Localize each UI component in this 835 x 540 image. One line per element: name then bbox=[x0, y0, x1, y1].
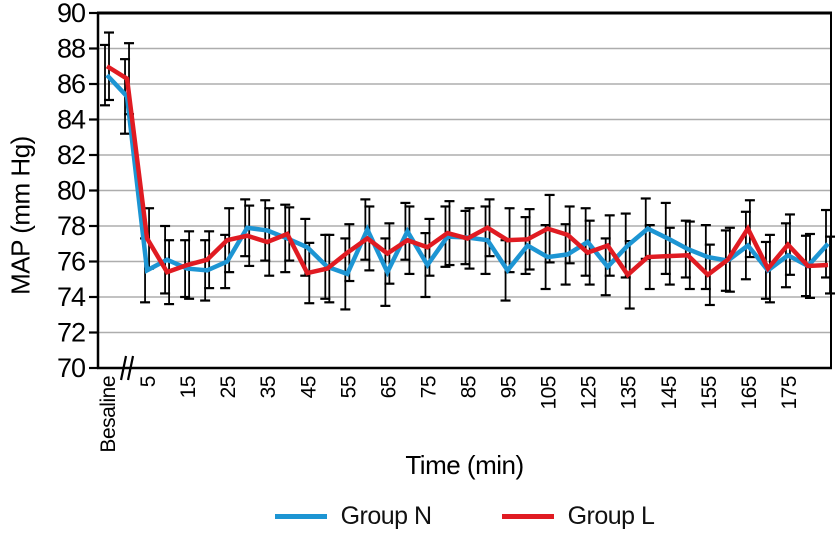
x-tick-label: 5 bbox=[137, 376, 160, 387]
x-tick-label: 85 bbox=[458, 376, 481, 398]
group-l-line-swatch bbox=[501, 514, 554, 519]
y-axis-title: MAP (mm Hg) bbox=[5, 136, 36, 295]
x-tick-label: Besaline bbox=[97, 376, 120, 453]
legend-label-group-n: Group N bbox=[340, 502, 432, 530]
legend-item-group-n: Group N bbox=[274, 502, 432, 531]
legend-item-group-l: Group L bbox=[501, 502, 655, 531]
y-tick-label: 80 bbox=[57, 176, 85, 206]
x-tick-label: 95 bbox=[498, 376, 521, 398]
group-l-line bbox=[105, 64, 829, 279]
x-tick-label: 125 bbox=[578, 376, 601, 410]
x-tick-label: 165 bbox=[738, 376, 761, 410]
x-tick-label: 155 bbox=[698, 376, 721, 410]
axis-break-mark bbox=[126, 355, 135, 381]
x-tick-label: 175 bbox=[778, 376, 801, 410]
x-tick-label: 75 bbox=[417, 376, 440, 398]
x-tick-label: 25 bbox=[217, 376, 240, 398]
x-tick-label: 45 bbox=[297, 376, 320, 398]
y-tick-label: 90 bbox=[57, 0, 85, 28]
x-tick-label: 65 bbox=[377, 376, 400, 398]
y-tick-label: 86 bbox=[57, 69, 85, 99]
axis-break-mark bbox=[119, 355, 128, 381]
y-tick-label: 84 bbox=[57, 105, 86, 135]
y-tick-label: 78 bbox=[57, 211, 85, 241]
group-n-line-swatch bbox=[274, 514, 327, 519]
legend: Group N Group L bbox=[98, 502, 831, 531]
x-tick-label: 135 bbox=[618, 376, 641, 410]
legend-label-group-l: Group L bbox=[567, 502, 655, 530]
y-tick-label: 74 bbox=[57, 282, 86, 312]
x-tick-label: 15 bbox=[177, 376, 200, 398]
x-tick-label: 55 bbox=[337, 376, 360, 398]
x-tick-label: 35 bbox=[257, 376, 280, 398]
y-tick-label: 72 bbox=[57, 318, 85, 348]
y-tick-label: 76 bbox=[57, 247, 85, 277]
x-tick-label: 105 bbox=[538, 376, 561, 410]
y-tick-label: 82 bbox=[57, 140, 85, 170]
x-axis-title: Time (min) bbox=[405, 450, 524, 480]
x-tick-label: 145 bbox=[658, 376, 681, 410]
y-tick-label: 70 bbox=[57, 353, 85, 383]
group-n-line bbox=[105, 73, 830, 278]
y-tick-label: 88 bbox=[57, 34, 85, 64]
